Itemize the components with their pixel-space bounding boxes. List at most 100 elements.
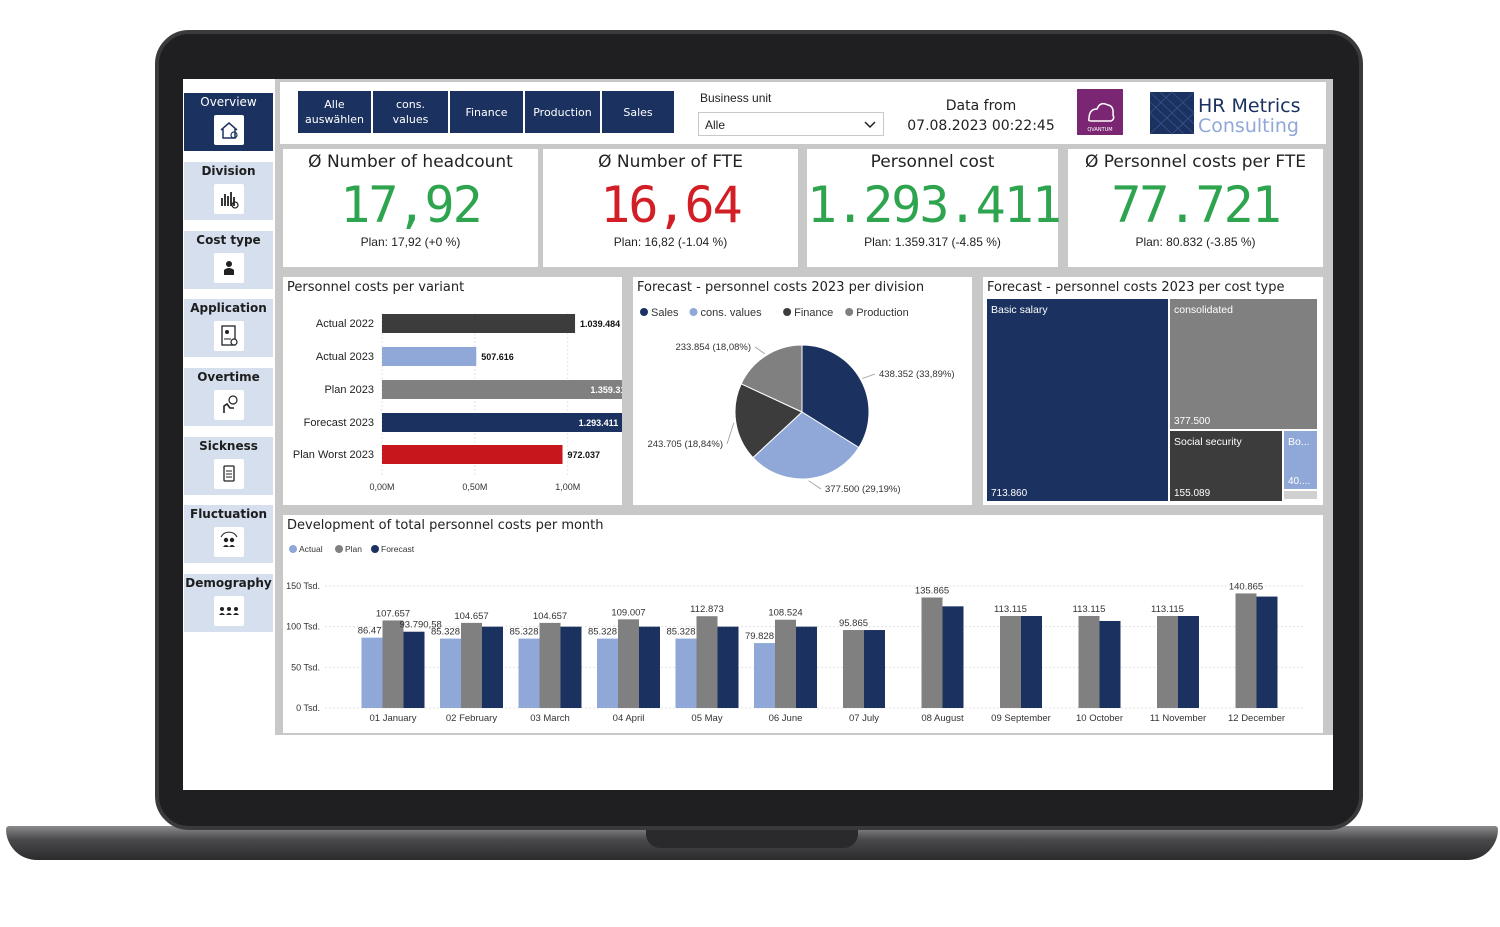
sidebar: Overview Division Cost type Application … (183, 79, 273, 734)
x-tick-label: 10 October (1076, 713, 1123, 724)
month-bar (1178, 615, 1199, 708)
laptop-notch (646, 830, 858, 848)
business-unit-dropdown[interactable]: Alle (698, 112, 884, 136)
legend-label: Actual (299, 544, 323, 554)
business-unit-value: Alle (705, 118, 726, 132)
category-label: Plan Worst 2023 (293, 449, 374, 461)
slice-label: 243.705 (18,84%) (647, 439, 723, 450)
leader-line (808, 480, 822, 490)
treemap-tile-name: Social security (1174, 436, 1242, 448)
legend-marker (783, 308, 792, 316)
clock-person-icon (214, 390, 244, 420)
x-tick-label: 05 May (691, 713, 722, 724)
kpi-plan: Plan: 1.359.317 (-4.85 %) (864, 235, 1001, 249)
data-label: 85.328 (588, 627, 617, 638)
treemap-tile (1170, 431, 1282, 501)
month-bar (754, 643, 775, 708)
data-label: 140.865 (1229, 581, 1263, 592)
filter-button-sales[interactable]: Sales (601, 90, 675, 134)
kpi-title: Ø Personnel costs per FTE (1084, 152, 1307, 172)
month-bar (639, 626, 660, 708)
treemap-tile-value: 713.860 (991, 488, 1028, 499)
filter-button-label: Finance (465, 105, 508, 119)
month-bar (843, 630, 864, 708)
group-icon (214, 596, 244, 626)
data-label: 86.47 (358, 626, 382, 637)
month-bar (461, 622, 482, 708)
filter-button-finance[interactable]: Finance (449, 90, 524, 134)
monthly-chart-panel: Development of total personnel costs per… (283, 515, 1323, 733)
sidebar-item-label: Sickness (199, 439, 258, 453)
month-bar (675, 638, 697, 708)
filter-bar: Alle auswählen cons. values Finance Prod… (280, 82, 1326, 144)
month-bar (717, 626, 739, 708)
variant-bar (382, 413, 622, 432)
filter-button-cons-values[interactable]: cons. values (372, 90, 449, 134)
business-unit-label: Business unit (700, 91, 772, 105)
data-label: 1.359.317 (590, 385, 622, 395)
sidebar-item-sickness[interactable]: Sickness (184, 437, 273, 495)
sidebar-item-label: Overtime (197, 370, 260, 384)
legend-marker (845, 308, 854, 316)
treemap-tile-name: Basic salary (991, 304, 1048, 316)
month-bar (1157, 615, 1178, 708)
sidebar-item-demography[interactable]: Demography (184, 574, 273, 632)
treemap-tile-value: 377.500 (1174, 416, 1211, 427)
category-label: Actual 2023 (316, 351, 374, 363)
treemap-tile (987, 299, 1168, 501)
data-label: 113.115 (994, 604, 1027, 615)
legend-label: Forecast (381, 544, 415, 554)
data-label: 507.616 (481, 352, 514, 362)
pie-slice (734, 383, 803, 459)
sidebar-item-overview[interactable]: Overview (184, 93, 273, 151)
filter-button-select-all[interactable]: Alle auswählen (297, 90, 372, 134)
leader-line (754, 346, 766, 355)
month-bar (1256, 596, 1278, 708)
panel-title: Forecast - personnel costs 2023 per cost… (987, 280, 1285, 295)
costtype-treemap: Basic salary 713.860 consolidated 377.500 So… (987, 299, 1317, 501)
variant-bar (382, 380, 622, 399)
kpi-value: 17,92 (340, 176, 483, 234)
slice-label: 438.352 (33,89%) (879, 369, 955, 380)
data-label: 135.865 (915, 585, 949, 596)
svg-text:QVANTUM: QVANTUM (1087, 127, 1112, 133)
month-bar (775, 619, 796, 708)
filter-button-label: Sales (623, 105, 653, 119)
month-bar (864, 630, 885, 708)
month-bar (560, 626, 582, 708)
sidebar-item-application[interactable]: Application (184, 299, 273, 357)
sidebar-item-cost-type[interactable]: Cost type (184, 231, 273, 289)
category-label: Actual 2022 (316, 318, 374, 330)
slice-label: 377.500 (29,19%) (825, 484, 901, 495)
leader-line (862, 373, 876, 379)
bar-chart-magnifier-icon (214, 184, 244, 214)
kpi-card-fte: Ø Number of FTE 16,64 Plan: 16,82 (-1.04… (543, 149, 798, 267)
resume-search-icon (214, 321, 244, 351)
legend-label: Finance (794, 307, 833, 319)
treemap-tile-small (1284, 491, 1317, 499)
month-bar (1000, 615, 1021, 708)
variant-bar (382, 445, 563, 464)
sidebar-item-label: Demography (185, 576, 272, 590)
chevron-down-icon (863, 117, 877, 134)
sidebar-item-division[interactable]: Division (184, 162, 273, 220)
kpi-card-personnel-cost: Personnel cost 1.293.411 Plan: 1.359.317… (807, 149, 1062, 267)
variant-bar (382, 314, 576, 333)
x-tick-label: 04 April (613, 713, 645, 724)
people-cycle-icon (214, 527, 244, 557)
data-timestamp: Data from 07.08.2023 00:22:45 (906, 96, 1056, 136)
legend-label: Production (856, 307, 909, 319)
legend-label: Plan (345, 544, 362, 554)
month-bar (796, 626, 817, 708)
kpi-title: Ø Number of FTE (598, 152, 743, 172)
pie-slice (752, 411, 860, 480)
kpi-plan: Plan: 16,82 (-1.04 %) (613, 235, 728, 249)
treemap-tile-name: Bo... (1288, 436, 1310, 448)
month-bar (1099, 620, 1121, 708)
filter-button-production[interactable]: Production (524, 90, 601, 134)
monthly-bar-chart: Actual Plan Forecast 0 Tsd. 50 Tsd. 100 Tsd. 1… (286, 544, 1303, 724)
sidebar-item-overtime[interactable]: Overtime (184, 368, 273, 426)
month-bar (696, 616, 718, 708)
svg-text:HR Metrics: HR Metrics (1198, 95, 1301, 117)
sidebar-item-fluctuation[interactable]: Fluctuation (184, 505, 273, 563)
